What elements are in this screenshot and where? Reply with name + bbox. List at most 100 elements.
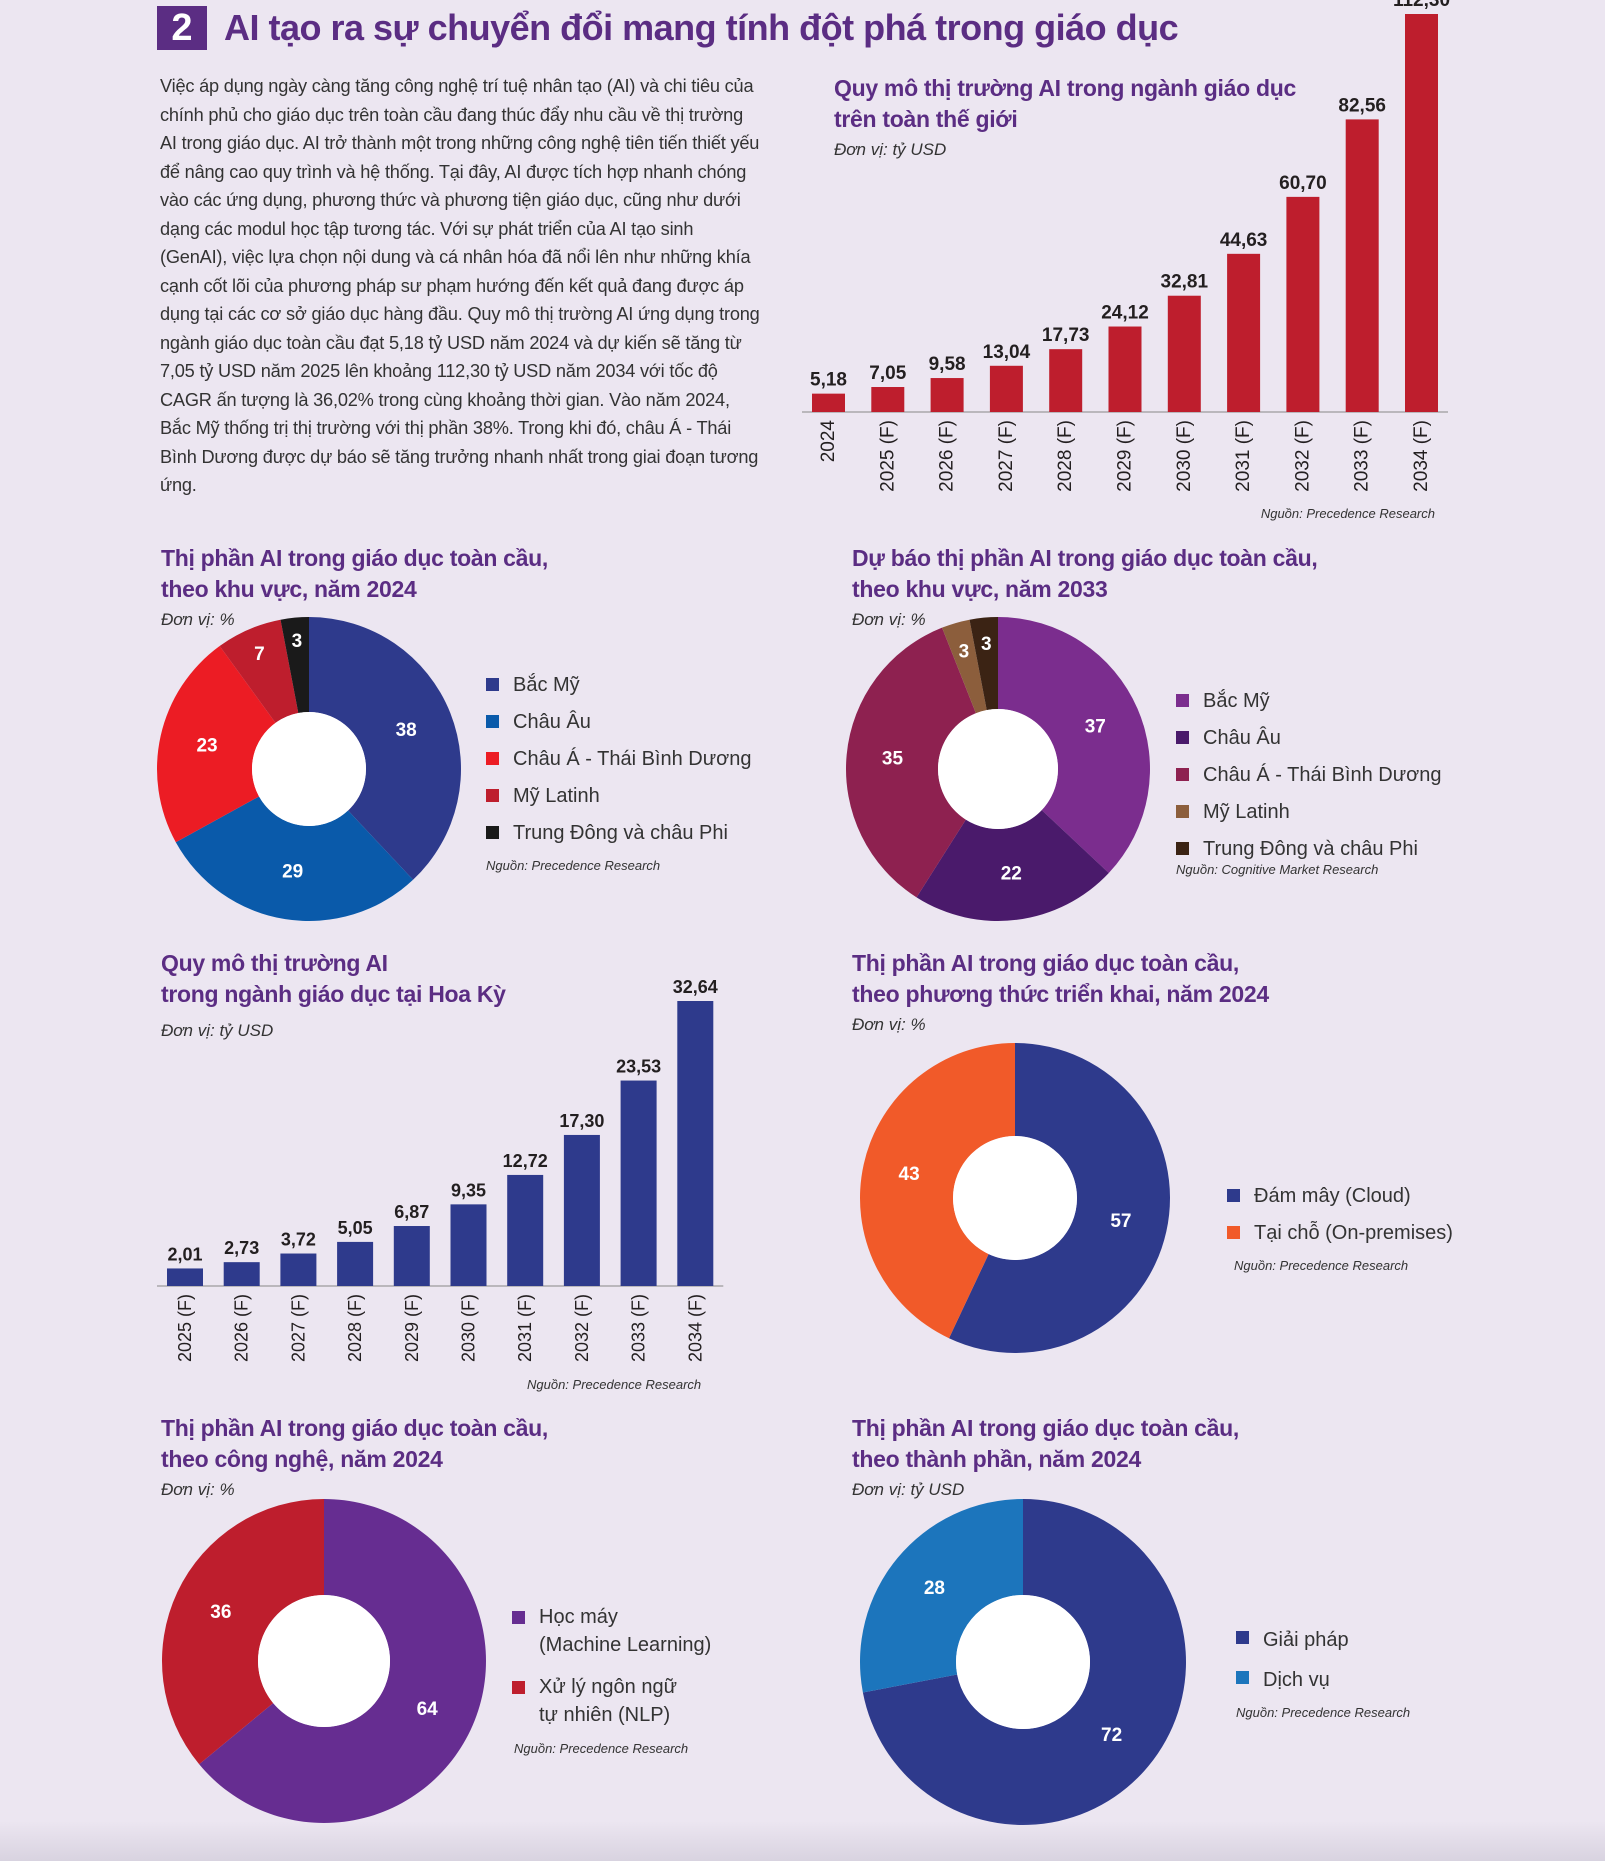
global-market-bar	[1049, 349, 1083, 412]
us-market-category-label: 2034 (F)	[685, 1294, 705, 1362]
region-2024-legend-label: Châu Âu	[513, 711, 591, 733]
global-market-value-label: 32,81	[1161, 272, 1209, 293]
region-2024-slice-label: 29	[282, 862, 303, 883]
global-market-bar	[930, 378, 964, 412]
region-2033-legend-swatch	[1176, 731, 1189, 744]
global-market-title: Quy mô thị trường AI trong ngành giáo dụ…	[834, 73, 1296, 135]
global-market-value-label: 17,73	[1042, 325, 1090, 346]
region-2033-legend-item: Trung Đông và châu Phi	[1176, 831, 1441, 868]
us-market-category-label: 2026 (F)	[232, 1294, 252, 1362]
technology-2024-donut-hole	[258, 1595, 390, 1727]
deployment-source: Nguồn: Precedence Research	[1234, 1258, 1409, 1273]
deployment-donut-chart: 57 43	[860, 1043, 1170, 1353]
deployment-unit: Đơn vị: %	[852, 1015, 926, 1034]
technology-unit: Đơn vị: %	[161, 1480, 235, 1499]
us-market-title-line-1: Quy mô thị trường AI	[161, 950, 388, 976]
component-source: Nguồn: Precedence Research	[1236, 1705, 1411, 1720]
component-2024-slice	[860, 1499, 1023, 1693]
us-market-bar-chart: 2,01 2025 (F) 2,73 2026 (F) 3,72 2027 (F) 5,05…	[157, 977, 724, 1362]
us-market-bar	[280, 1253, 317, 1286]
deployment-2024-slice	[949, 1043, 1170, 1353]
technology-title-line-2: theo công nghệ, năm 2024	[161, 1446, 443, 1472]
deployment-2024-donut-hole	[953, 1136, 1077, 1260]
global-market-category-label: 2031 (F)	[1233, 420, 1254, 492]
deployment-2024-slice-label: 57	[1110, 1211, 1131, 1232]
us-market-bar	[223, 1262, 260, 1286]
region-2024-legend-swatch	[486, 826, 499, 839]
global-market-value-label: 13,04	[983, 342, 1031, 363]
deployment-title: Thị phần AI trong giáo dục toàn cầu, the…	[852, 948, 1269, 1010]
region-2033-slice	[998, 617, 1150, 874]
region-2033-slice-label: 37	[1085, 716, 1106, 737]
region-2033-title-line-1: Dự báo thị phần AI trong giáo dục toàn c…	[852, 545, 1318, 571]
us-market-category-label: 2030 (F)	[459, 1294, 479, 1362]
region-2024-slice-label: 23	[196, 736, 217, 757]
deployment-2024-legend-label: Tại chỗ (On-premises)	[1254, 1222, 1453, 1244]
component-unit: Đơn vị: tỷ USD	[852, 1480, 965, 1499]
region-2033-source: Nguồn: Cognitive Market Research	[1176, 862, 1379, 877]
region-2033-slice-label: 35	[882, 749, 904, 770]
region-2033-legend-item: Mỹ Latinh	[1176, 794, 1441, 831]
region-2024-legend-label: Châu Á - Thái Bình Dương	[513, 748, 752, 770]
technology-2024-legend-label: Xử lý ngôn ngữ tự nhiên (NLP)	[539, 1676, 677, 1726]
us-market-category-label: 2028 (F)	[345, 1294, 365, 1362]
region-2033-slice-label: 3	[981, 634, 992, 655]
region-2024-slice-label: 38	[396, 720, 417, 741]
us-market-value-label: 12,72	[503, 1151, 548, 1171]
us-market-category-label: 2033 (F)	[629, 1294, 649, 1362]
region-2024-slice-label: 3	[292, 631, 303, 652]
region-2024-donut-chart: 38 29 23 7 3	[157, 617, 461, 921]
global-market-bar	[1167, 295, 1201, 412]
global-market-bar	[1345, 119, 1379, 413]
region-2033-title: Dự báo thị phần AI trong giáo dục toàn c…	[852, 543, 1318, 605]
region-2024-legend-item: Mỹ Latinh	[486, 778, 751, 815]
us-market-unit: Đơn vị: tỷ USD	[161, 1021, 274, 1040]
global-market-title-line-1: Quy mô thị trường AI trong ngành giáo dụ…	[834, 75, 1296, 101]
region-2024-legend-swatch	[486, 678, 499, 691]
global-market-value-label: 24,12	[1101, 303, 1149, 324]
region-2024-legend-item: Bắc Mỹ	[486, 667, 751, 704]
region-2024-legend: Bắc Mỹ Châu Âu Châu Á - Thái Bình Dương Mỹ …	[486, 667, 751, 852]
us-market-bar	[507, 1174, 544, 1286]
region-2033-legend-label: Châu Âu	[1203, 727, 1281, 749]
us-market-value-label: 2,73	[224, 1238, 259, 1258]
technology-2024-legend-label: Học máy (Machine Learning)	[539, 1606, 712, 1656]
component-2024-slice-label: 28	[924, 1578, 945, 1599]
region-2024-legend-item: Châu Á - Thái Bình Dương	[486, 741, 751, 778]
region-2033-slice	[969, 617, 998, 711]
region-2024-legend-swatch	[486, 715, 499, 728]
global-market-bar	[1405, 14, 1438, 412]
technology-2024-legend-item: Xử lý ngôn ngữ tự nhiên (NLP)	[512, 1673, 711, 1729]
global-market-category-label: 2030 (F)	[1174, 420, 1195, 492]
us-market-value-label: 9,35	[451, 1180, 486, 1200]
us-market-category-label: 2029 (F)	[402, 1294, 422, 1362]
region-2024-legend-label: Mỹ Latinh	[513, 785, 600, 807]
component-2024-legend-swatch	[1236, 1631, 1249, 1644]
us-market-bar	[620, 1080, 657, 1286]
section-number-badge: 2	[157, 6, 207, 50]
bottom-shadow	[0, 1821, 1605, 1861]
global-market-category-label: 2029 (F)	[1115, 420, 1136, 492]
component-title: Thị phần AI trong giáo dục toàn cầu, the…	[852, 1413, 1239, 1475]
global-market-value-label: 5,18	[810, 370, 847, 391]
us-market-bar	[677, 1001, 714, 1286]
global-market-category-label: 2024	[818, 420, 839, 463]
us-market-title: Quy mô thị trường AI trong ngành giáo dụ…	[161, 948, 506, 1010]
region-2024-legend-item: Trung Đông và châu Phi	[486, 815, 751, 852]
us-market-value-label: 32,64	[673, 977, 718, 997]
region-2024-unit: Đơn vị: %	[161, 610, 235, 629]
region-2033-slice	[942, 619, 987, 714]
global-market-category-label: 2025 (F)	[877, 420, 898, 492]
region-2033-slice	[916, 810, 1109, 921]
deployment-title-line-1: Thị phần AI trong giáo dục toàn cầu,	[852, 950, 1240, 976]
region-2033-legend-label: Trung Đông và châu Phi	[1203, 838, 1418, 860]
region-2033-legend-swatch	[1176, 805, 1189, 818]
component-2024-legend-item: Dịch vụ	[1236, 1660, 1349, 1700]
component-title-line-1: Thị phần AI trong giáo dục toàn cầu,	[852, 1415, 1240, 1441]
region-2033-legend-item: Châu Âu	[1176, 720, 1441, 757]
component-2024-legend-label: Giải pháp	[1263, 1629, 1349, 1651]
component-legend: Giải pháp Dịch vụ	[1236, 1620, 1349, 1700]
global-market-source: Nguồn: Precedence Research	[1260, 506, 1435, 521]
global-market-bar	[1227, 253, 1261, 412]
region-2033-legend: Bắc Mỹ Châu Âu Châu Á - Thái Bình Dương Mỹ …	[1176, 683, 1441, 868]
